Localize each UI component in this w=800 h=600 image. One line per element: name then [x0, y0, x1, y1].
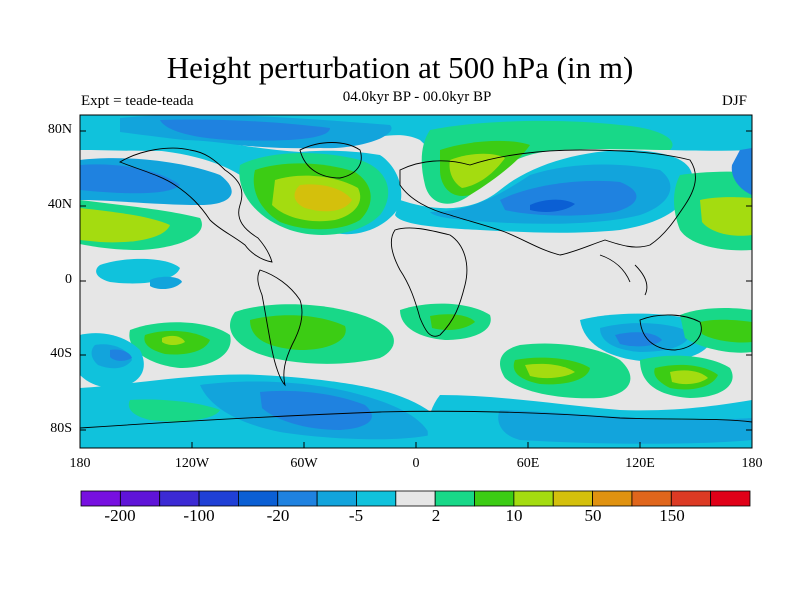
cold-core-pacific-north — [80, 164, 180, 194]
colorbar-swatch — [670, 490, 712, 507]
lon-label-0: 0 — [412, 456, 420, 471]
period-label: 04.0kyr BP - 00.0kyr BP — [342, 89, 492, 105]
cold-anomaly-asia-peak — [530, 199, 575, 212]
ridge-southpac-core — [162, 335, 185, 345]
colorbar-swatch — [277, 490, 318, 507]
colorbar-swatch — [356, 490, 397, 507]
colorbar-label: 10 — [505, 506, 523, 525]
colorbar-label: -5 — [348, 506, 364, 525]
season-label: DJF — [722, 93, 748, 109]
colorbar-label: 2 — [431, 506, 441, 525]
warm-anomaly-westpac-inner — [80, 208, 170, 243]
colorbar-swatch — [395, 490, 436, 507]
tropical-cold-core — [150, 276, 182, 290]
lon-label-120e: 120E — [625, 456, 655, 471]
lon-label-120w: 120W — [174, 456, 210, 471]
lon-tick-marks — [79, 442, 753, 448]
colorbar — [80, 490, 751, 507]
lat-label-40s: 40S — [50, 346, 72, 361]
southern-cold-belt-west-core — [260, 390, 372, 430]
lat-label-0: 0 — [65, 272, 72, 287]
lat-label-40n: 40N — [47, 197, 72, 212]
ridge-atlantic-core — [294, 184, 352, 212]
colorbar-label: 150 — [659, 506, 685, 525]
colorbar-swatch — [710, 490, 751, 507]
colorbar-swatch — [474, 490, 515, 507]
ridge-southern-pacific-east-core — [670, 370, 708, 385]
colorbar-swatch — [513, 490, 554, 507]
southern-cold-belt-east-mid — [498, 410, 752, 444]
ridge-southatlantic-inner — [430, 314, 475, 330]
ridge-eurasia-inner — [449, 153, 505, 188]
colorbar-swatch — [198, 490, 239, 507]
colorbar-swatch — [159, 490, 200, 507]
coastline-africa — [390, 227, 468, 337]
experiment-label: Expt = teade-teada — [81, 93, 194, 109]
cold-anomaly-indian-core — [615, 332, 662, 347]
colorbar-swatch — [552, 490, 593, 507]
warm-patch-southpac — [128, 399, 220, 422]
colorbar-swatch — [316, 490, 357, 507]
colorbar-swatch — [119, 490, 161, 507]
coastline-australia — [639, 314, 702, 351]
coastline-south-america — [257, 269, 303, 387]
colorbar-label: -100 — [183, 506, 215, 525]
lat-label-80s: 80S — [50, 421, 72, 436]
lat-label-80n: 80N — [47, 122, 72, 137]
ridge-tasman-inner — [700, 319, 752, 343]
arctic-low-core — [160, 119, 330, 141]
lon-label-60w: 60W — [290, 456, 318, 471]
coastlines — [80, 142, 752, 429]
warm-anomaly-eastpac-inner — [700, 197, 752, 236]
tropical-cold-patch — [96, 258, 180, 284]
cold-anomaly-southpac-core — [110, 349, 132, 361]
lon-label-180-east: 180 — [741, 456, 763, 471]
colorbar-swatch — [592, 490, 633, 507]
colorbar-swatch — [80, 490, 121, 507]
lat-tick-marks — [80, 130, 752, 431]
map-title: Height perturbation at 500 hPa (in m) — [166, 50, 634, 85]
lon-label-180-west: 180 — [69, 456, 91, 471]
coastline-north-america — [118, 147, 273, 263]
coastline-maritime-continent — [599, 254, 648, 296]
colorbar-swatch — [631, 490, 672, 507]
colorbar-label: 50 — [584, 506, 602, 525]
coastline-eurasia — [399, 149, 696, 256]
height-perturbation-field — [80, 115, 752, 448]
colorbar-label: -20 — [266, 506, 290, 525]
colorbar-swatch — [434, 490, 475, 507]
cold-anomaly-eastedge — [731, 148, 752, 195]
lon-label-60e: 60E — [516, 456, 540, 471]
colorbar-label: -200 — [104, 506, 136, 525]
coastline-antarctica — [80, 410, 752, 429]
colorbar-swatch — [238, 490, 279, 507]
coastline-greenland — [299, 142, 362, 179]
ridge-southern-indian-core — [525, 363, 575, 379]
